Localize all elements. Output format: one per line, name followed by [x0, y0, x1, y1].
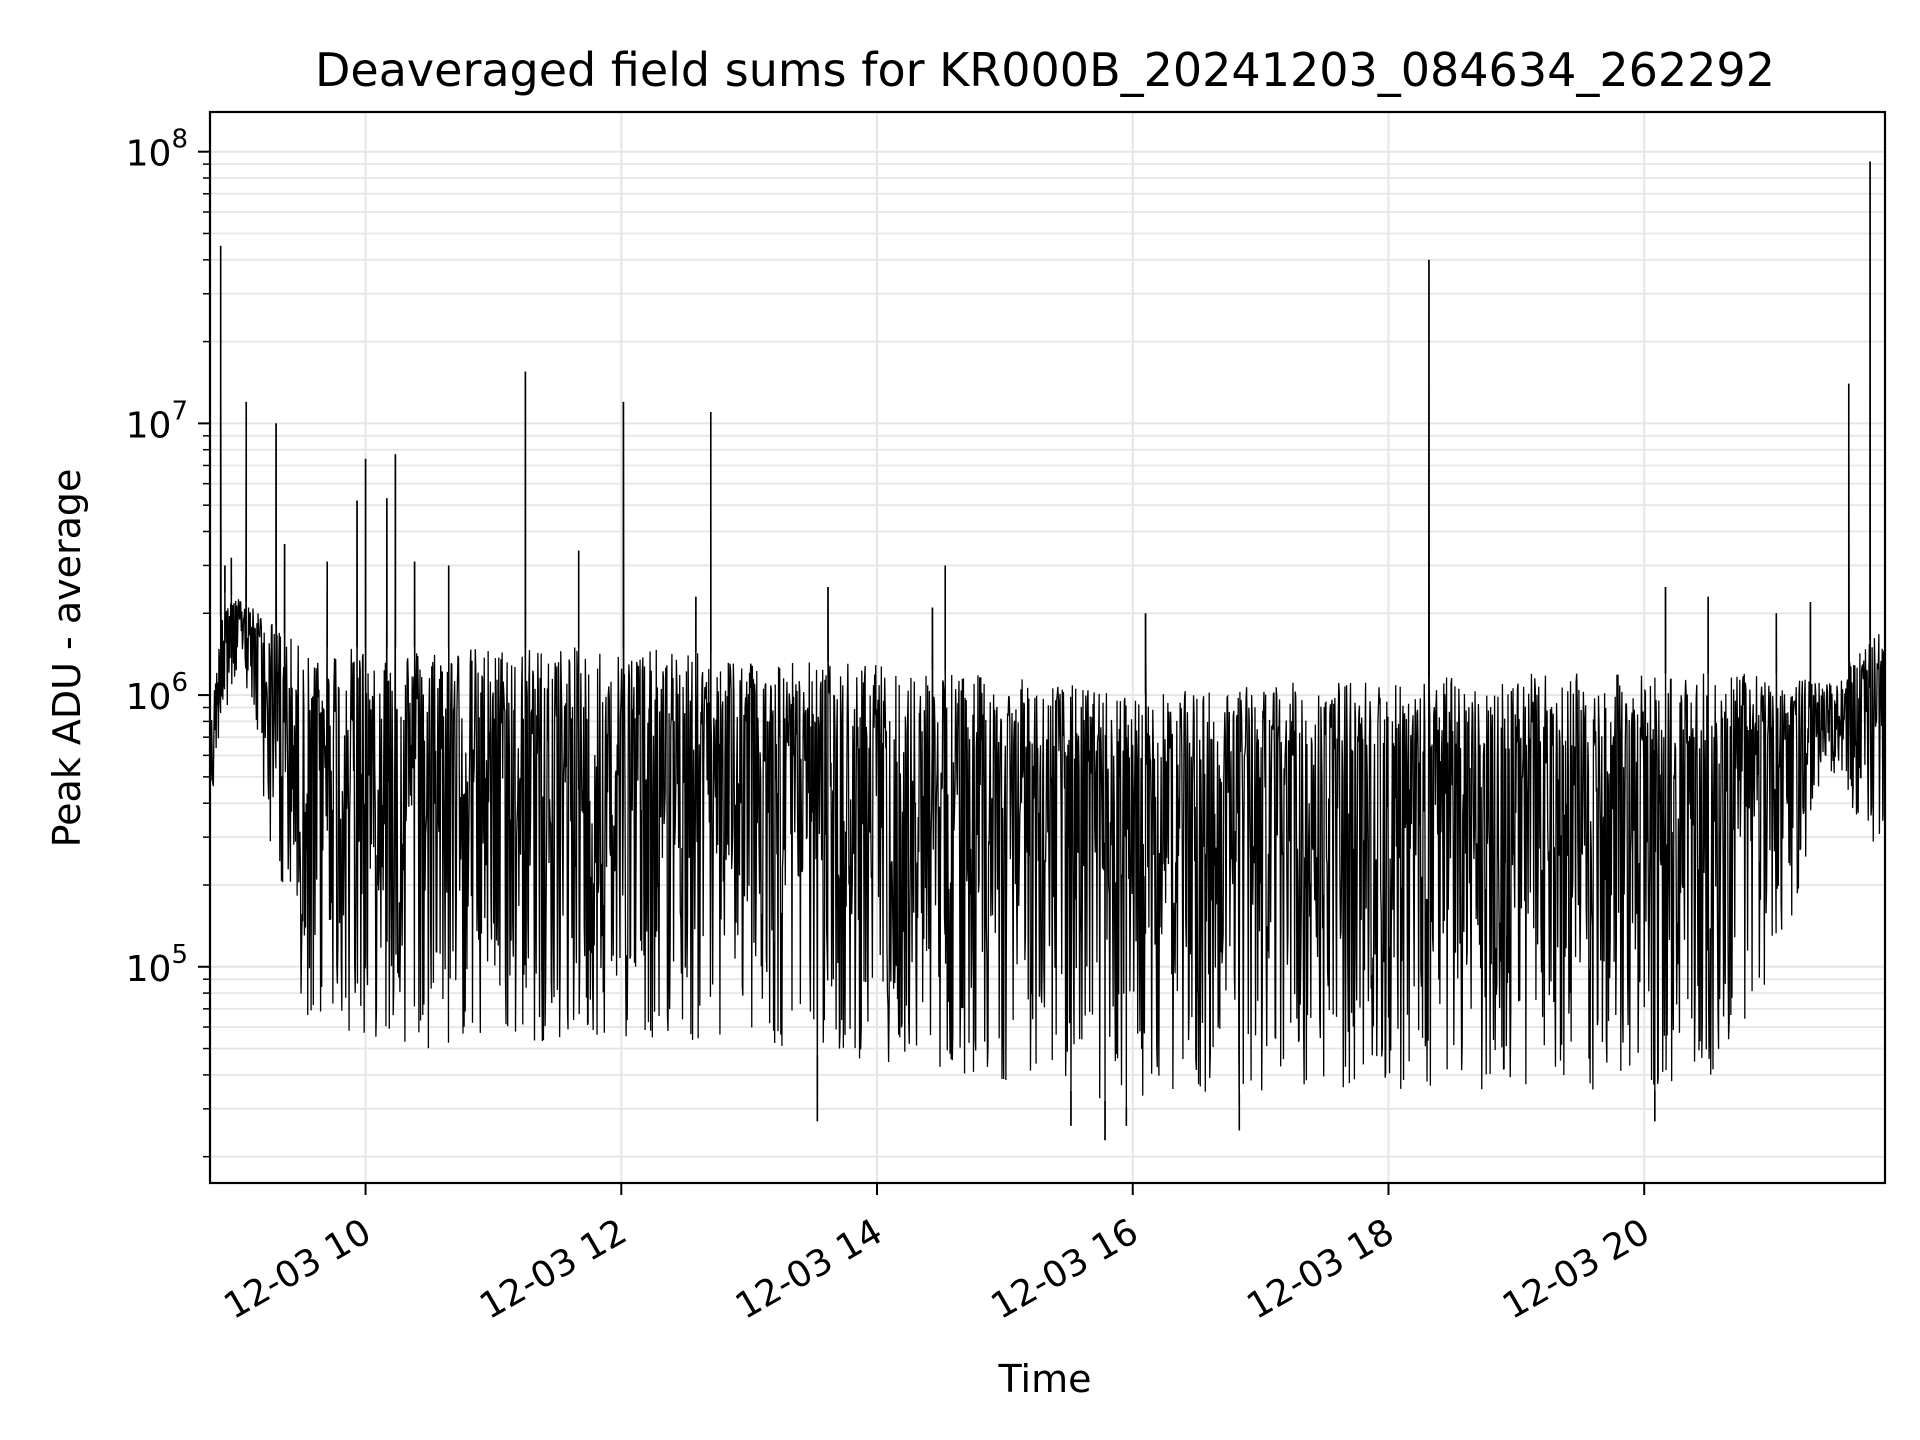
series-layer [209, 161, 1886, 1141]
y-tick-label: 106 [126, 668, 188, 718]
series-line [209, 161, 1886, 1141]
y-tick-label: 105 [126, 940, 188, 990]
plot-frame [208, 110, 1887, 1185]
y-axis-label: Peak ADU - average [45, 469, 89, 848]
y-tick-label: 108 [126, 125, 188, 175]
chart-title: Deaveraged field sums for KR000B_2024120… [315, 43, 1775, 97]
y-tick-label: 107 [126, 396, 188, 446]
x-axis-label: Time [998, 1357, 1092, 1401]
